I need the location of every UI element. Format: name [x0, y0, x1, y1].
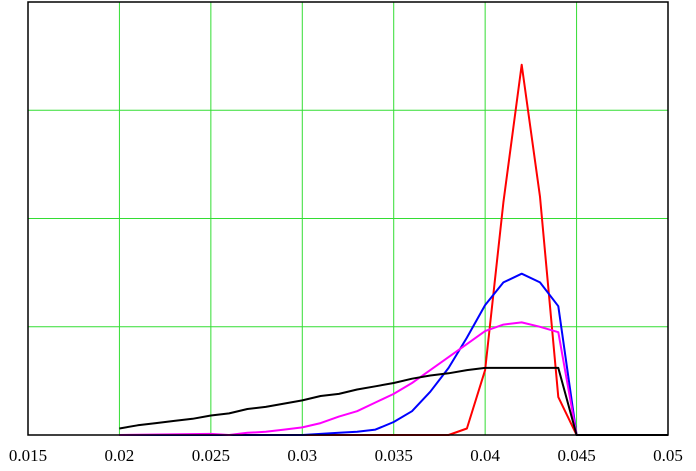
x-tick-label: 0.035: [375, 446, 413, 465]
x-tick-label: 0.025: [192, 446, 230, 465]
x-tick-label: 0.045: [557, 446, 595, 465]
x-tick-label: 0.04: [470, 446, 500, 465]
series-line-2: [119, 272, 668, 436]
x-tick-label: 0.03: [287, 446, 317, 465]
series-line-3: [119, 321, 668, 436]
x-tick-label: 0.05: [653, 446, 683, 465]
plot-frame: [27, 1, 669, 436]
x-tick-label: 0.015: [9, 446, 47, 465]
series-line-4: [119, 366, 668, 436]
x-axis-tick-labels: 0.015 0.02 0.025 0.03 0.035 0.04 0.045 0.05: [9, 446, 683, 465]
x-tick-label: 0.02: [105, 446, 135, 465]
grid-lines: [28, 2, 668, 435]
